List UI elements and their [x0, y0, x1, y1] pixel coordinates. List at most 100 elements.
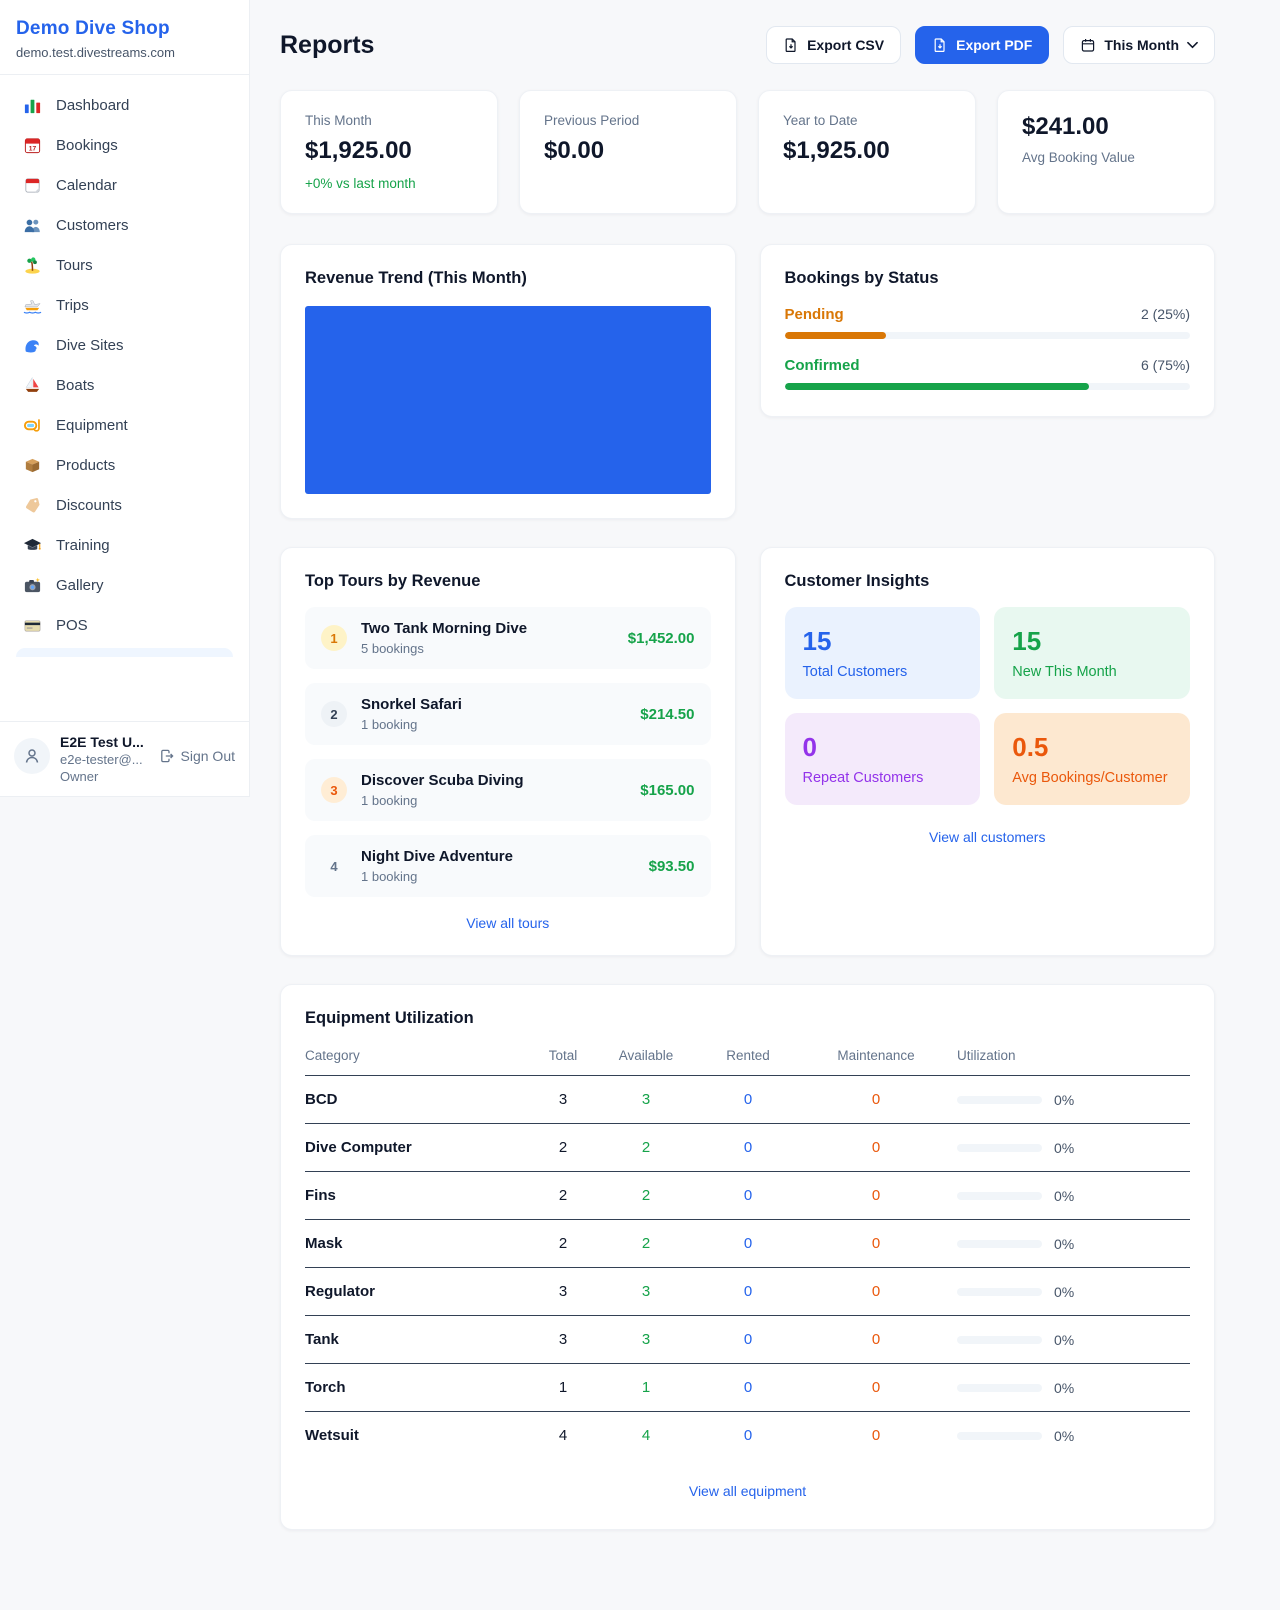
- sidebar-item-customers[interactable]: Customers: [8, 205, 241, 245]
- sidebar-item-pos[interactable]: POS: [8, 605, 241, 645]
- tour-bookings: 1 booking: [361, 869, 418, 884]
- rented-count: 0: [743, 1235, 753, 1252]
- period-select[interactable]: This Month: [1063, 26, 1215, 64]
- tour-revenue: $93.50: [648, 857, 695, 875]
- sidebar-item-label: Discounts: [56, 496, 122, 514]
- tile-label: New This Month: [1012, 664, 1117, 680]
- user-email: e2e-tester@...: [60, 752, 143, 767]
- utilization-cell: 0%: [957, 1332, 1190, 1348]
- speedboat-icon: [22, 295, 42, 315]
- tour-bookings: 1 booking: [361, 793, 418, 808]
- utilization-percent: 0%: [1054, 1331, 1075, 1348]
- tour-row: 1 Two Tank Morning Dive 5 bookings $1,45…: [305, 607, 711, 669]
- table-row: Mask 2 2 0 0 0%: [305, 1220, 1190, 1268]
- sidebar-item-tours[interactable]: Tours: [8, 245, 241, 285]
- utilization-cell: 0%: [957, 1140, 1190, 1156]
- stat-label: Previous Period: [544, 113, 640, 128]
- top-tours-title: Top Tours by Revenue: [305, 572, 481, 590]
- sidebar-item-label: Boats: [56, 376, 95, 394]
- utilization-track: [957, 1287, 1042, 1296]
- utilization-track: [957, 1383, 1042, 1392]
- tour-row: 2 Snorkel Safari 1 booking $214.50: [305, 683, 711, 745]
- view-all-equipment-link[interactable]: View all equipment: [688, 1483, 807, 1499]
- available-count: 3: [641, 1283, 651, 1300]
- table-row: Dive Computer 2 2 0 0 0%: [305, 1124, 1190, 1172]
- sidebar-item-boats[interactable]: Boats: [8, 365, 241, 405]
- export-csv-button[interactable]: Export CSV: [766, 26, 902, 64]
- sidebar-item-discounts[interactable]: Discounts: [8, 485, 241, 525]
- rented-count: 0: [743, 1187, 753, 1204]
- tile-avg-bookings: 0.5 Avg Bookings/Customer: [994, 713, 1190, 805]
- maintenance-count: 0: [871, 1235, 881, 1252]
- utilization-percent: 0%: [1054, 1187, 1075, 1204]
- bookings-by-status-card: Bookings by Status Pending 2 (25%) Confi…: [759, 244, 1215, 417]
- column-header: Available: [618, 1048, 674, 1063]
- sidebar-item-dashboard[interactable]: Dashboard: [8, 85, 241, 125]
- tour-row: 4 Night Dive Adventure 1 booking $93.50: [305, 835, 711, 897]
- graduation-cap-icon: [22, 535, 42, 555]
- available-count: 2: [641, 1235, 651, 1252]
- sidebar-item-dive-sites[interactable]: Dive Sites: [8, 325, 241, 365]
- export-pdf-button[interactable]: Export PDF: [915, 26, 1050, 64]
- customer-insights-card: Customer Insights 15 Total Customers 15 …: [759, 547, 1215, 956]
- stat-previous-period: Previous Period $0.00: [519, 90, 737, 214]
- sidebar-item-trips[interactable]: Trips: [8, 285, 241, 325]
- sidebar-item-gallery[interactable]: Gallery: [8, 565, 241, 605]
- rank-badge: 1: [321, 625, 347, 651]
- tile-label: Avg Bookings/Customer: [1012, 770, 1168, 786]
- tile-value: 15: [802, 626, 832, 656]
- sidebar-item-label: Dive Sites: [56, 336, 124, 354]
- total-count: 4: [558, 1427, 568, 1444]
- total-count: 3: [558, 1091, 568, 1108]
- sidebar-item-label: Calendar: [56, 176, 117, 194]
- utilization-cell: 0%: [957, 1380, 1190, 1396]
- utilization-percent: 0%: [1054, 1379, 1075, 1396]
- sidebar-item-reports-active-clipped[interactable]: [16, 648, 233, 657]
- sidebar-item-label: Tours: [56, 256, 93, 274]
- camera-icon: [22, 575, 42, 595]
- total-count: 2: [558, 1187, 568, 1204]
- tour-bookings: 5 bookings: [361, 641, 424, 656]
- sidebar-item-bookings[interactable]: 17 Bookings: [8, 125, 241, 165]
- tour-name: Night Dive Adventure: [361, 848, 513, 865]
- tour-list: 1 Two Tank Morning Dive 5 bookings $1,45…: [305, 607, 711, 897]
- tile-repeat-customers: 0 Repeat Customers: [784, 713, 981, 805]
- sidebar-item-equipment[interactable]: Equipment: [8, 405, 241, 445]
- island-icon: [22, 255, 42, 275]
- revenue-trend-card: Revenue Trend (This Month): [280, 244, 736, 519]
- sidebar-item-label: Bookings: [56, 136, 118, 154]
- maintenance-count: 0: [871, 1283, 881, 1300]
- insights-row: Top Tours by Revenue 1 Two Tank Morning …: [280, 547, 1215, 956]
- stat-avg-booking-value: $241.00 Avg Booking Value: [997, 90, 1215, 214]
- tag-icon: [22, 495, 42, 515]
- equipment-category: Torch: [305, 1379, 346, 1396]
- sidebar-item-label: Gallery: [56, 576, 104, 594]
- stat-this-month: This Month $1,925.00 +0% vs last month: [280, 90, 498, 214]
- stat-value: $1,925.00: [305, 137, 412, 164]
- sidebar-item-label: Products: [56, 456, 116, 474]
- user-role: Owner: [60, 769, 99, 784]
- sidebar-item-products[interactable]: Products: [8, 445, 241, 485]
- main-content: Reports Export CSV Export PDF This Month…: [250, 0, 1280, 1600]
- total-count: 3: [558, 1283, 568, 1300]
- stat-value: $1,925.00: [783, 137, 890, 164]
- equipment-category: BCD: [305, 1091, 338, 1108]
- view-all-tours-link[interactable]: View all tours: [466, 915, 550, 931]
- sidebar: Demo Dive Shop demo.test.divestreams.com…: [0, 0, 250, 797]
- column-header: Category: [305, 1048, 360, 1063]
- equipment-table-header: Category Total Available Rented Maintena…: [305, 1048, 1190, 1076]
- view-all-customers-link[interactable]: View all customers: [929, 829, 1046, 845]
- tour-name: Snorkel Safari: [361, 696, 462, 713]
- sign-out-button[interactable]: Sign Out: [159, 748, 235, 764]
- revenue-trend-chart: [305, 306, 711, 494]
- sidebar-item-calendar[interactable]: Calendar: [8, 165, 241, 205]
- tile-label: Repeat Customers: [802, 770, 924, 786]
- utilization-cell: 0%: [957, 1092, 1190, 1108]
- maintenance-count: 0: [871, 1331, 881, 1348]
- progress-fill: [784, 332, 886, 339]
- utilization-cell: 0%: [957, 1284, 1190, 1300]
- sidebar-item-training[interactable]: Training: [8, 525, 241, 565]
- header-actions: Export CSV Export PDF This Month: [766, 26, 1215, 64]
- rank-badge: 4: [330, 858, 338, 874]
- maintenance-count: 0: [871, 1379, 881, 1396]
